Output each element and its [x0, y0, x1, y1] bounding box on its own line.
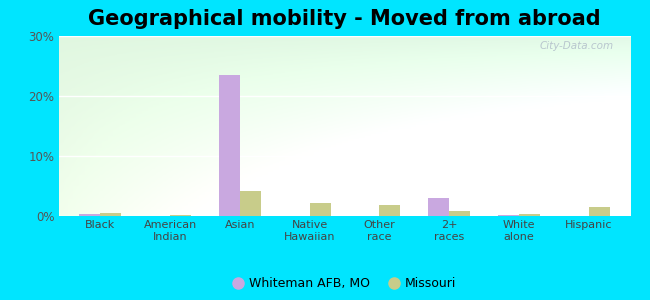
- Bar: [498, 215, 519, 216]
- Bar: [589, 207, 610, 216]
- Title: Geographical mobility - Moved from abroad: Geographical mobility - Moved from abroa…: [88, 9, 601, 29]
- Text: City-Data.com: City-Data.com: [540, 41, 614, 51]
- Bar: [170, 215, 191, 216]
- Bar: [449, 211, 470, 216]
- Bar: [428, 198, 449, 216]
- Bar: [380, 205, 400, 216]
- Legend: Whiteman AFB, MO, Missouri: Whiteman AFB, MO, Missouri: [226, 271, 463, 296]
- Bar: [240, 191, 261, 216]
- Bar: [219, 75, 240, 216]
- Bar: [79, 214, 100, 216]
- Bar: [100, 213, 122, 216]
- Bar: [519, 214, 540, 216]
- Bar: [309, 203, 331, 216]
